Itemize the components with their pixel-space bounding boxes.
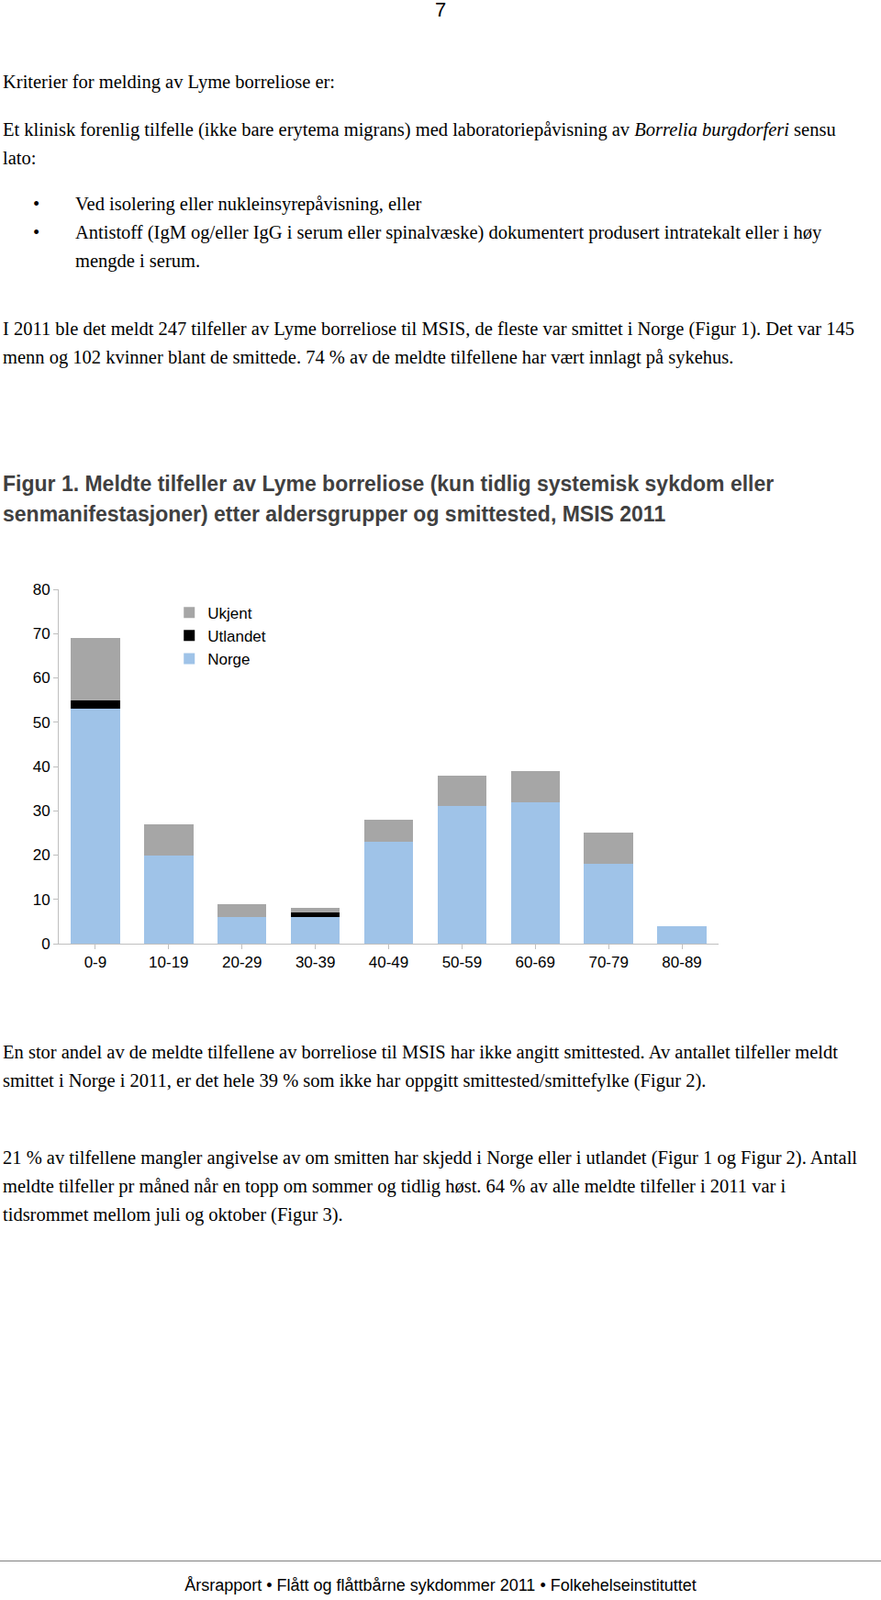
svg-text:Utlandet: Utlandet (207, 627, 267, 646)
svg-text:40: 40 (33, 758, 51, 776)
html-text:Kriterier for melding av Lyme: Kriterier for melding av Lyme borreliose… (2, 71, 335, 92)
html-text:21 % av tilfellene mangler ang: 21 % av tilfellene mangler angivelse av … (2, 1147, 858, 1225)
html-text:I 2011 ble det meldt 247 tilfe: I 2011 ble det meldt 247 tilfeller av Ly… (2, 318, 855, 368)
svg-text:20: 20 (33, 846, 51, 864)
svg-text:0-9: 0-9 (84, 953, 108, 971)
svg-text:30-39: 30-39 (295, 953, 335, 971)
html-text:Antistoff (IgM og/eller IgG i: Antistoff (IgM og/eller IgG i serum elle… (75, 222, 822, 271)
svg-text:70-79: 70-79 (588, 953, 628, 971)
svg-text:20-29: 20-29 (222, 953, 262, 971)
html-text:Figur 1. Meldte tilfeller av L: Figur 1. Meldte tilfeller av Lyme borrel… (2, 471, 774, 526)
svg-text:80-89: 80-89 (661, 953, 702, 971)
svg-text:60-69: 60-69 (515, 953, 556, 971)
svg-text:80: 80 (33, 580, 51, 599)
svg-text:50: 50 (33, 713, 51, 732)
html-text:En stor andel av de meldte til: En stor andel av de meldte tilfellene av… (2, 1041, 838, 1091)
svg-text:Norge: Norge (207, 650, 250, 669)
html-text:Årsrapport • Flått og flåttbår: Årsrapport • Flått og flåttbårne sykdomm… (184, 1575, 697, 1595)
svg-text:30: 30 (33, 802, 51, 820)
svg-text:0: 0 (41, 935, 50, 953)
svg-text:10: 10 (33, 891, 51, 909)
svg-text:60: 60 (33, 669, 51, 687)
svg-text:70: 70 (33, 624, 51, 643)
svg-text:10-19: 10-19 (148, 953, 189, 971)
html-text:Ved isolering eller nukleinsyr: Ved isolering eller nukleinsyrepåvisning… (75, 193, 422, 214)
svg-text:Ukjent: Ukjent (207, 604, 252, 623)
html-text:Et klinisk forenlig tilfelle (: Et klinisk forenlig tilfelle (ikke bare … (2, 119, 836, 168)
svg-text:50-59: 50-59 (442, 953, 482, 971)
svg-text:40-49: 40-49 (368, 953, 409, 971)
